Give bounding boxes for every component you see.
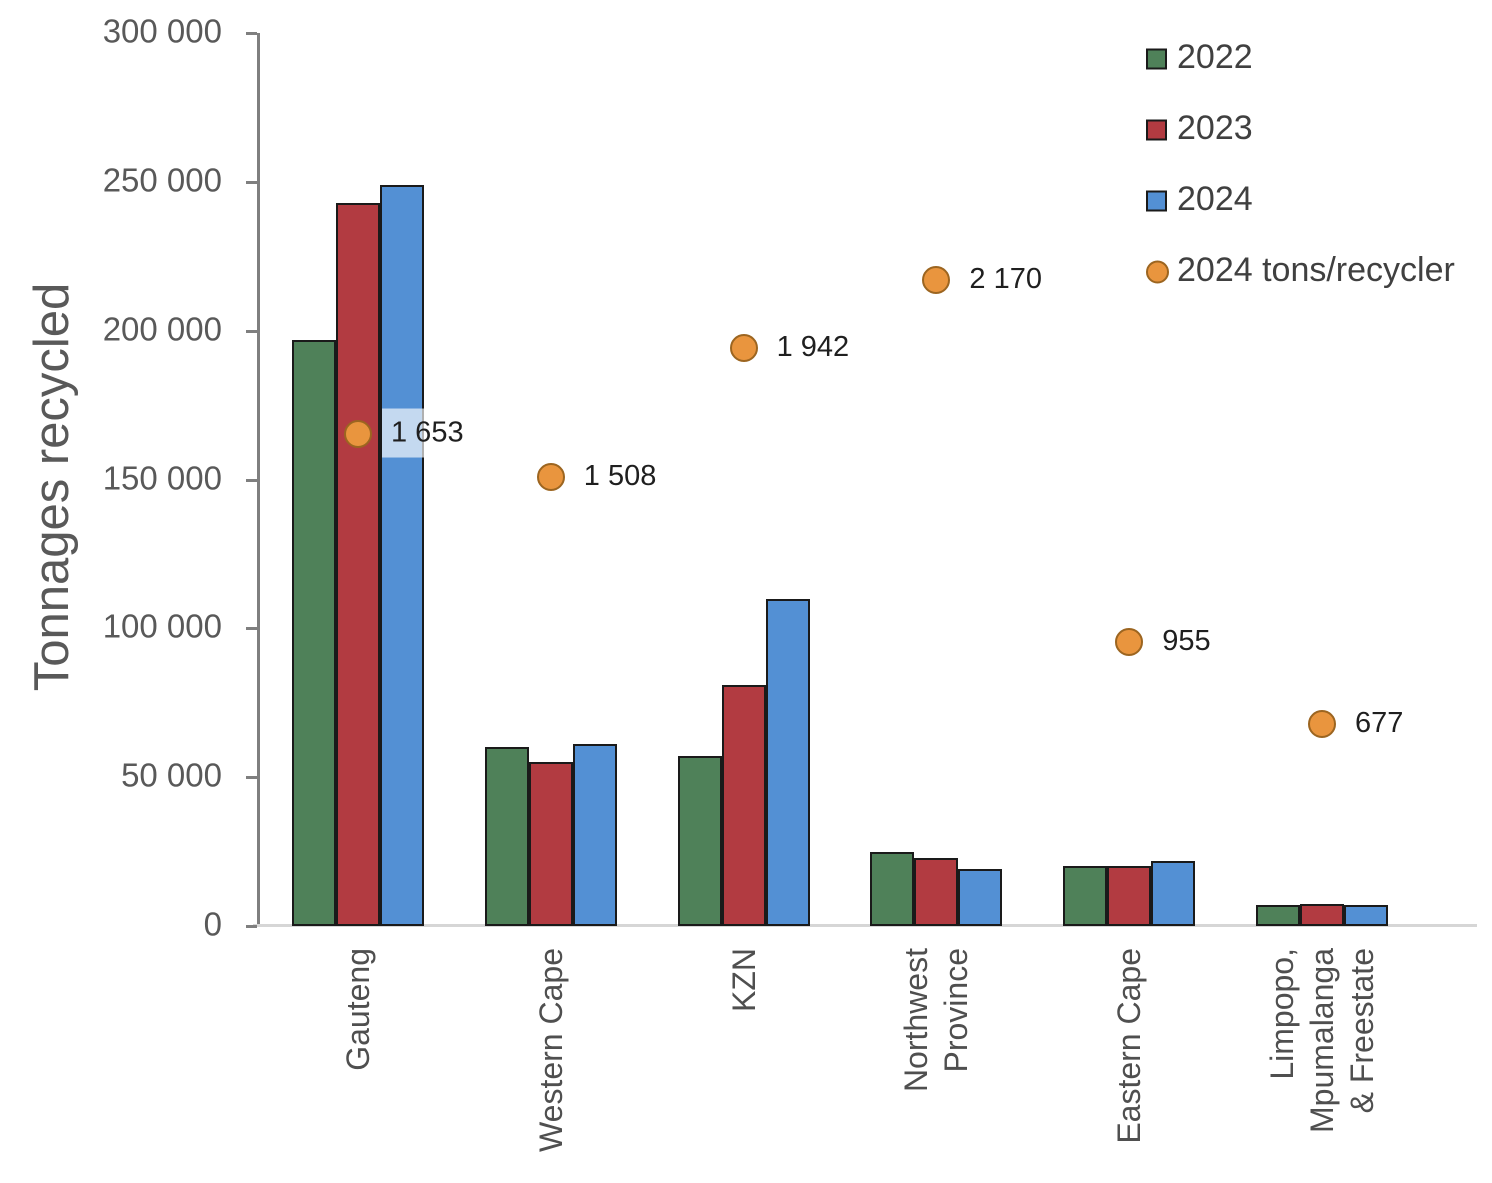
bar-2022-2 <box>677 756 722 926</box>
y-axis-tick-label: 250 000 <box>102 161 222 199</box>
x-axis-baseline <box>253 924 1477 927</box>
scatter-dot-3 <box>922 266 951 295</box>
legend-marker-square-2023 <box>1146 119 1167 141</box>
bar-2024-5 <box>1344 905 1388 926</box>
y-axis-tick <box>246 32 257 35</box>
x-axis-label-3: Northwest Province <box>898 948 975 1093</box>
legend-marker-square-2024 <box>1146 190 1167 212</box>
y-axis-tick-label: 150 000 <box>102 458 222 496</box>
y-axis-tick <box>246 329 257 333</box>
scatter-dot-4 <box>1115 627 1144 656</box>
bar-2022-1 <box>484 747 529 926</box>
y-axis-tick-label: 50 000 <box>121 756 222 794</box>
legend-label-3: 2024 tons/recycler <box>1177 250 1455 289</box>
bar-2022-3 <box>870 851 915 926</box>
bar-2024-2 <box>765 598 810 926</box>
y-axis-tick-label: 200 000 <box>102 310 222 348</box>
scatter-dot-5 <box>1308 710 1336 739</box>
legend-marker-square-2022 <box>1146 48 1167 70</box>
scatter-dot-label-2: 1 942 <box>776 330 850 363</box>
bar-2023-0 <box>336 202 380 926</box>
y-axis-tick-label: 100 000 <box>102 607 222 645</box>
legend-label-2: 2024 <box>1177 179 1253 218</box>
bar-2022-5 <box>1256 905 1300 926</box>
bar-2023-4 <box>1107 866 1152 926</box>
x-axis-label-2: KZN <box>725 948 762 1012</box>
y-axis-tick <box>246 180 257 184</box>
bar-2024-1 <box>572 744 617 926</box>
legend-label-0: 2022 <box>1177 37 1253 76</box>
x-axis-label-1: Western Cape <box>532 948 569 1152</box>
bar-2022-4 <box>1063 866 1108 926</box>
bar-2023-5 <box>1300 903 1344 926</box>
x-axis-label-4: Eastern Cape <box>1111 948 1148 1144</box>
y-axis-tick <box>246 627 257 631</box>
y-axis-tick <box>246 478 257 482</box>
scatter-dot-0 <box>344 419 372 448</box>
bar-2023-1 <box>528 762 573 926</box>
y-axis-tick-label: 300 000 <box>102 12 222 50</box>
bar-2023-3 <box>914 857 959 926</box>
scatter-dot-2 <box>729 333 758 362</box>
x-axis-label-0: Gauteng <box>340 948 376 1071</box>
y-axis-tick <box>246 776 257 780</box>
y-axis-tick-label: 0 <box>203 905 222 943</box>
scatter-dot-label-1: 1 508 <box>583 459 657 492</box>
y-axis-tick <box>246 925 257 928</box>
bar-2024-4 <box>1151 860 1196 926</box>
scatter-dot-label-5: 677 <box>1355 707 1404 740</box>
bar-2023-2 <box>721 684 766 926</box>
legend-marker-circle <box>1146 260 1169 284</box>
scatter-dot-1 <box>536 463 565 492</box>
bar-2024-0 <box>380 184 424 926</box>
scatter-dot-label-4: 955 <box>1162 624 1211 657</box>
y-axis-line <box>257 33 260 926</box>
scatter-dot-label-0: 1 653 <box>382 408 470 458</box>
x-axis-label-5: Limpopo, Mpumalanga & Freestate <box>1264 948 1380 1133</box>
scatter-dot-label-3: 2 170 <box>969 262 1042 295</box>
bar-2024-3 <box>958 869 1003 926</box>
bar-2022-0 <box>292 339 336 926</box>
legend-label-1: 2023 <box>1177 108 1253 147</box>
